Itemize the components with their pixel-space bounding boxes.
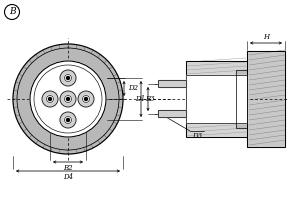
Bar	[247, 51, 285, 147]
Circle shape	[84, 98, 88, 101]
Text: D3: D3	[192, 132, 202, 140]
Text: B2: B2	[63, 164, 73, 172]
Text: B3: B3	[145, 95, 155, 103]
Circle shape	[47, 96, 54, 102]
Bar	[186, 75, 247, 123]
Circle shape	[65, 75, 72, 81]
Circle shape	[49, 98, 52, 101]
Circle shape	[67, 77, 70, 80]
Circle shape	[30, 61, 106, 137]
Circle shape	[78, 91, 94, 107]
Circle shape	[65, 117, 72, 123]
Bar	[158, 80, 186, 87]
Circle shape	[60, 70, 76, 86]
Circle shape	[67, 98, 70, 101]
Circle shape	[60, 112, 76, 128]
Text: D2: D2	[128, 83, 138, 92]
Circle shape	[83, 96, 90, 102]
Text: D4: D4	[63, 173, 73, 181]
Circle shape	[67, 119, 70, 121]
Text: B: B	[9, 7, 15, 17]
Text: H: H	[263, 33, 269, 41]
Bar	[186, 75, 247, 123]
Circle shape	[42, 91, 58, 107]
Bar	[158, 110, 186, 117]
Bar	[236, 70, 247, 128]
Circle shape	[60, 91, 76, 107]
Bar	[236, 70, 247, 128]
Bar	[158, 110, 186, 117]
Bar	[247, 51, 285, 147]
Circle shape	[13, 44, 123, 154]
Bar	[186, 61, 247, 137]
Bar	[158, 80, 186, 87]
Bar	[186, 61, 247, 137]
Circle shape	[65, 96, 72, 102]
Text: D1: D1	[135, 95, 145, 103]
